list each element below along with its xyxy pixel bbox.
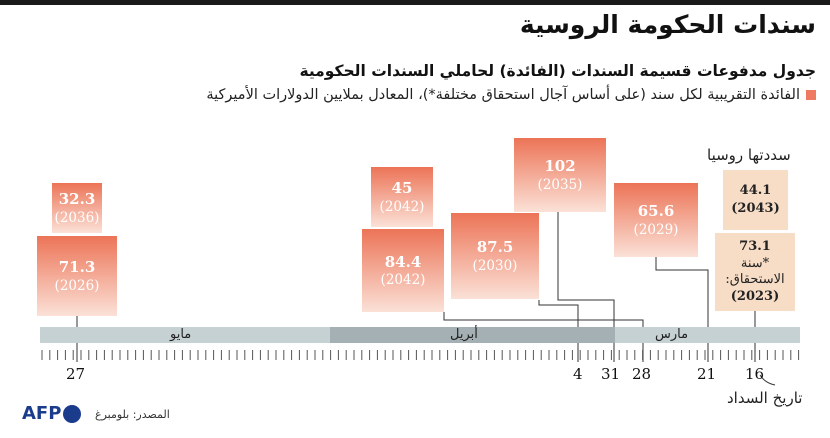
day-label: 4 (573, 365, 583, 383)
axis-ticks (41, 350, 800, 360)
day-label: 16 (745, 365, 765, 383)
afp-logo-dot (63, 404, 82, 423)
payment-value: 71.3 (58, 258, 96, 277)
legend-label: الفائدة التقريبية لكل سند (على أساس آجال… (206, 87, 800, 103)
payment-value: 45 (391, 179, 413, 198)
payment-box-87-5: 87.5 (2030) (451, 213, 539, 299)
source-note: المصدر: بلومبرغ (95, 408, 170, 421)
legend-swatch (806, 90, 816, 100)
afp-logo: AFP (22, 403, 82, 424)
paid-value: 73.1 (739, 239, 771, 255)
payment-maturity: (2036) (54, 209, 100, 226)
payment-value: 84.4 (384, 252, 422, 271)
axis-band-april (330, 327, 615, 343)
paid-maturity: (2043) (731, 201, 780, 216)
month-label-may: مايو (170, 327, 192, 342)
legend: الفائدة التقريبية لكل سند (على أساس آجال… (206, 87, 816, 103)
payment-maturity: (2029) (633, 221, 679, 238)
afp-logo-text: AFP (22, 403, 62, 424)
payment-maturity: (2030) (472, 257, 518, 274)
payment-box-32-3: 32.3 (2036) (52, 183, 102, 233)
axis-band-may (40, 327, 330, 343)
payment-maturity: (2035) (537, 176, 583, 193)
payment-maturity: (2042) (380, 272, 426, 289)
paid-value: 44.1 (739, 182, 772, 198)
payment-maturity: (2026) (54, 277, 100, 294)
month-label-march: مارس (655, 327, 689, 342)
payment-box-71-3: 71.3 (2026) (37, 236, 117, 316)
payment-box-84-4: 84.4 (2042) (362, 229, 444, 312)
day-label: 28 (632, 365, 652, 383)
repayment-label: تاريخ السداد (727, 389, 803, 407)
leader-line (655, 257, 709, 362)
repay-pointer (759, 374, 776, 386)
day-label: 31 (601, 365, 621, 383)
paid-box-44-1: 44.1 (2043) (723, 170, 788, 230)
payment-value: 32.3 (58, 190, 96, 209)
paid-note: *سنة الاستحقاق: (725, 256, 785, 287)
month-label-april: أبريل (450, 327, 478, 342)
payment-value: 65.6 (637, 202, 675, 221)
axis-band-march (615, 327, 800, 343)
payment-maturity: (2042) (379, 198, 425, 215)
chart-subtitle: جدول مدفوعات قسيمة السندات (الفائدة) لحا… (299, 62, 816, 80)
payment-value: 102 (544, 157, 576, 176)
payment-box-65-6: 65.6 (2029) (614, 183, 698, 257)
top-rule (0, 0, 830, 5)
paid-label: سددتها روسيا (707, 146, 791, 164)
payment-value: 87.5 (476, 238, 514, 257)
day-label: 27 (66, 365, 86, 383)
paid-maturity: (2023) (730, 288, 780, 304)
payment-box-45: 45 (2042) (371, 167, 433, 227)
day-label: 21 (697, 365, 717, 383)
paid-box-73-1: 73.1 *سنة الاستحقاق: (2023) (715, 233, 795, 311)
chart-title: سندات الحكومة الروسية (519, 10, 816, 39)
payment-box-102: 102 (2035) (514, 138, 606, 212)
time-axis (40, 327, 800, 360)
